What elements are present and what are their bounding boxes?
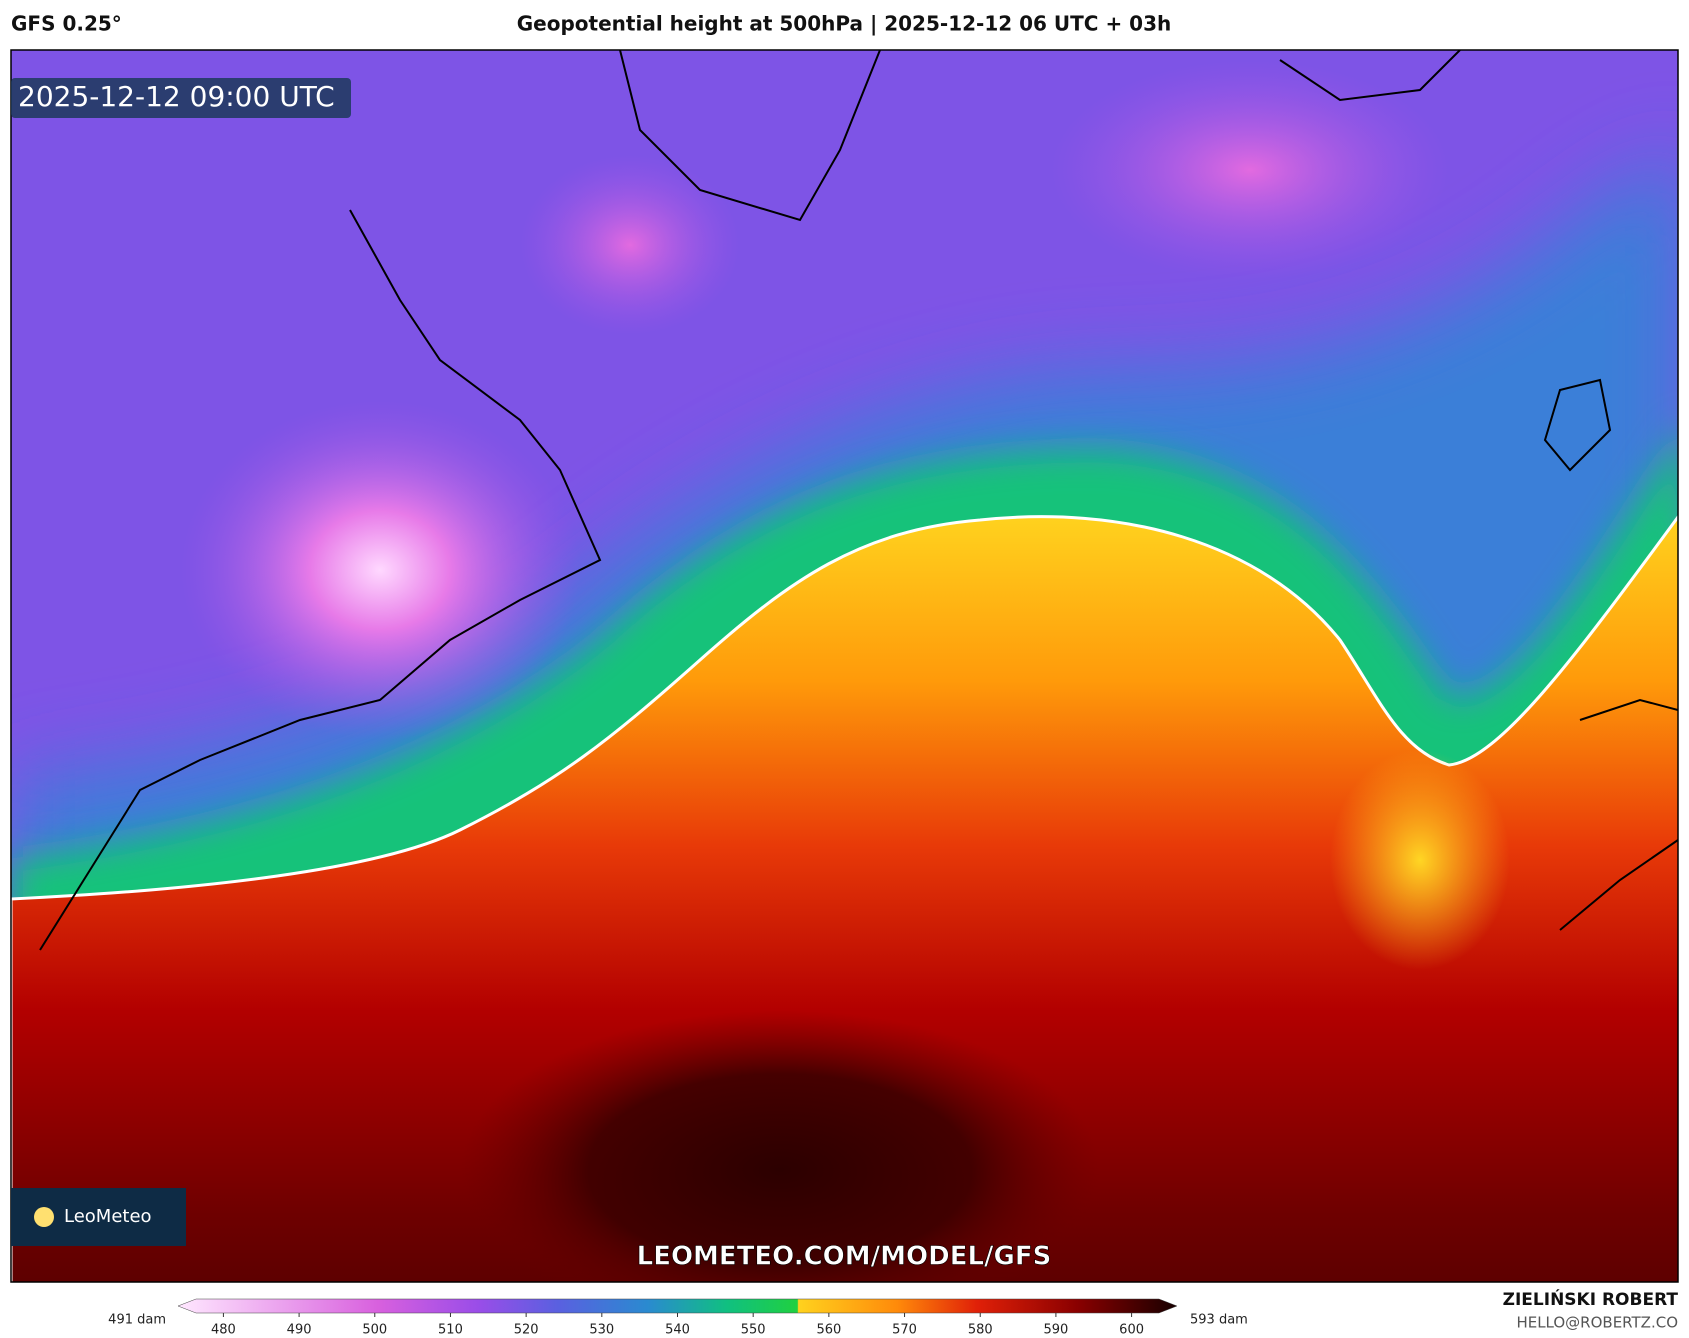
colorbar-ticks: 480 490 500 510 520 530 540 550 560 570 580 590 600 [211,1313,1144,1338]
colorbar-min-label: 491 dam [108,1313,166,1328]
watermark: LEOMETEO.COM/MODEL/GFS [637,1242,1052,1272]
colorbar-max-label: 593 dam [1190,1313,1248,1328]
colorbar-tick-label: 560 [816,1323,841,1338]
author: ZIELIŃSKI ROBERT [1503,1288,1679,1310]
email: HELLO@ROBERTZ.CO [1516,1314,1678,1332]
map-field [11,50,1678,1282]
colorbar-tick-label: 600 [1119,1323,1144,1338]
colorbar-tick-label: 550 [741,1323,766,1338]
colorbar [177,1298,1178,1314]
colorbar-tick-label: 510 [438,1323,463,1338]
colorbar-tick-label: 540 [665,1323,690,1338]
model-label: GFS 0.25° [11,12,122,36]
colorbar-tick-label: 580 [968,1323,993,1338]
colorbar-tick-label: 490 [287,1323,312,1338]
colorbar-tick-label: 530 [589,1323,614,1338]
colorbar-tick-label: 480 [211,1323,236,1338]
colorbar-tick-label: 570 [892,1323,917,1338]
valid-time: 2025-12-12 09:00 UTC [18,80,335,113]
colorbar-tick-label: 500 [362,1323,387,1338]
colorbar-tick-label: 590 [1043,1323,1068,1338]
map-title: Geopotential height at 500hPa | 2025-12-… [517,12,1171,36]
colorbar-tick-label: 520 [514,1323,539,1338]
logo: LeoMeteo [64,1206,152,1227]
